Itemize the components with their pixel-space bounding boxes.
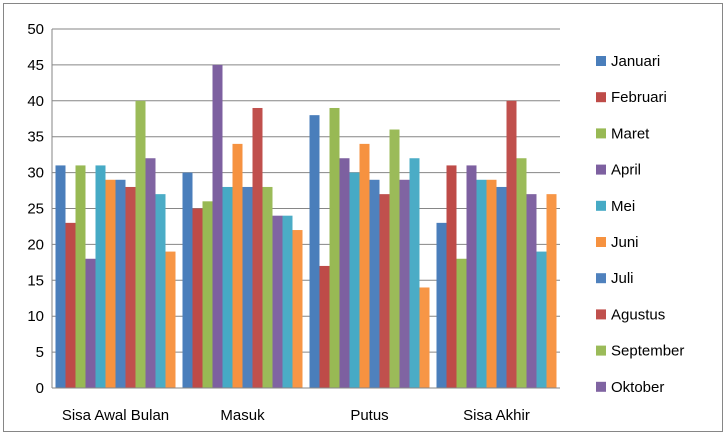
- x-tick-labels: Sisa Awal Bulan Masuk Putus Sisa Akhir: [62, 407, 530, 424]
- bar-sisa-akhir-november: [536, 251, 547, 388]
- y-tick-45: 45: [27, 57, 44, 74]
- y-tick-30: 30: [27, 165, 44, 182]
- y-tick-5: 5: [36, 344, 44, 361]
- bar-putus-maret: [329, 107, 340, 388]
- bar-masuk-januari: [182, 172, 193, 388]
- x-tick-putus: Putus: [350, 407, 388, 424]
- bar-sisa-akhir-oktober: [526, 194, 537, 388]
- bar-masuk-juni: [232, 143, 243, 388]
- legend-label-agustus: Agustus: [611, 306, 665, 323]
- bar-masuk-agustus: [252, 107, 263, 388]
- bar-sisa-akhir-september: [516, 158, 527, 388]
- legend-label-juli: Juli: [611, 270, 634, 287]
- y-tick-35: 35: [27, 129, 44, 146]
- legend-label-januari: Januari: [611, 53, 660, 70]
- x-tick-sisa-awal-bulan: Sisa Awal Bulan: [62, 407, 169, 424]
- bar-sisa-awal-bulan-juli: [115, 179, 126, 388]
- legend-label-september: September: [611, 343, 684, 360]
- bar-sisa-akhir-maret: [456, 258, 467, 388]
- bar-masuk-februari: [192, 208, 203, 388]
- bar-putus-oktober: [399, 179, 410, 388]
- legend-label-april: April: [611, 162, 641, 179]
- bar-putus-september: [389, 129, 400, 388]
- bar-putus-juli: [369, 179, 380, 388]
- bar-masuk-desember: [292, 230, 303, 388]
- legend-swatch-juli: [596, 273, 606, 284]
- bar-sisa-akhir-januari: [436, 222, 447, 388]
- legend-label-juni: Juni: [611, 234, 639, 251]
- bar-masuk-april: [212, 64, 223, 389]
- bar-masuk-oktober: [272, 215, 283, 388]
- bar-masuk-november: [282, 215, 293, 388]
- bar-sisa-awal-bulan-november: [155, 194, 166, 388]
- y-tick-20: 20: [27, 236, 44, 253]
- bar-masuk-juli: [242, 186, 253, 388]
- bar-sisa-akhir-juni: [486, 179, 497, 388]
- legend-swatch-agustus: [596, 309, 606, 320]
- y-tick-25: 25: [27, 201, 44, 218]
- bar-sisa-akhir-juli: [496, 186, 507, 388]
- y-tick-0: 0: [36, 380, 44, 397]
- bar-putus-april: [339, 158, 350, 388]
- bar-putus-mei: [349, 172, 360, 388]
- bar-sisa-akhir-april: [466, 165, 477, 388]
- bar-putus-juni: [359, 143, 370, 388]
- bar-sisa-akhir-februari: [446, 165, 457, 388]
- bar-sisa-awal-bulan-agustus: [125, 186, 136, 388]
- bar-sisa-akhir-agustus: [506, 100, 517, 389]
- bar-putus-agustus: [379, 194, 390, 388]
- bar-putus-januari: [309, 115, 320, 388]
- y-tick-labels: 0 5 10 15 20 25 30 35 40 45 50: [27, 21, 44, 397]
- bar-masuk-maret: [202, 201, 213, 388]
- legend-label-oktober: Oktober: [611, 379, 664, 396]
- y-tick-50: 50: [27, 21, 44, 38]
- y-tick-40: 40: [27, 93, 44, 110]
- bar-sisa-awal-bulan-oktober: [145, 158, 156, 388]
- bar-sisa-akhir-desember: [546, 194, 557, 388]
- bars: [55, 64, 557, 389]
- bar-sisa-awal-bulan-januari: [55, 165, 66, 388]
- legend-swatch-maret: [596, 128, 606, 139]
- bar-masuk-september: [262, 186, 273, 388]
- bar-sisa-awal-bulan-september: [135, 100, 146, 389]
- bar-sisa-awal-bulan-desember: [165, 251, 176, 388]
- bar-sisa-awal-bulan-juni: [105, 179, 116, 388]
- bar-putus-desember: [419, 287, 430, 388]
- x-tick-masuk: Masuk: [220, 407, 265, 424]
- legend-swatch-februari: [596, 92, 606, 103]
- y-tick-10: 10: [27, 308, 44, 325]
- bar-sisa-awal-bulan-maret: [75, 165, 86, 388]
- legend-swatch-oktober: [596, 381, 606, 392]
- bar-putus-november: [409, 158, 420, 388]
- legend-swatch-juni: [596, 237, 606, 247]
- legend-label-maret: Maret: [611, 125, 650, 142]
- legend-label-mei: Mei: [611, 198, 635, 215]
- bar-masuk-mei: [222, 186, 233, 388]
- legend-label-februari: Februari: [611, 89, 667, 106]
- axes: [51, 29, 560, 389]
- legend-swatch-september: [596, 345, 606, 356]
- bar-sisa-akhir-mei: [476, 179, 487, 388]
- legend-swatch-mei: [596, 200, 606, 211]
- x-tick-sisa-akhir: Sisa Akhir: [463, 407, 530, 424]
- bar-sisa-awal-bulan-april: [85, 258, 96, 388]
- legend: Januari Februari Maret April Mei Juni Juli Agus…: [596, 53, 684, 396]
- bar-sisa-awal-bulan-mei: [95, 165, 106, 388]
- bar-putus-februari: [319, 265, 330, 388]
- legend-swatch-april: [596, 164, 606, 175]
- legend-swatch-januari: [596, 56, 606, 66]
- y-tick-15: 15: [27, 272, 44, 289]
- bar-sisa-awal-bulan-februari: [65, 222, 76, 388]
